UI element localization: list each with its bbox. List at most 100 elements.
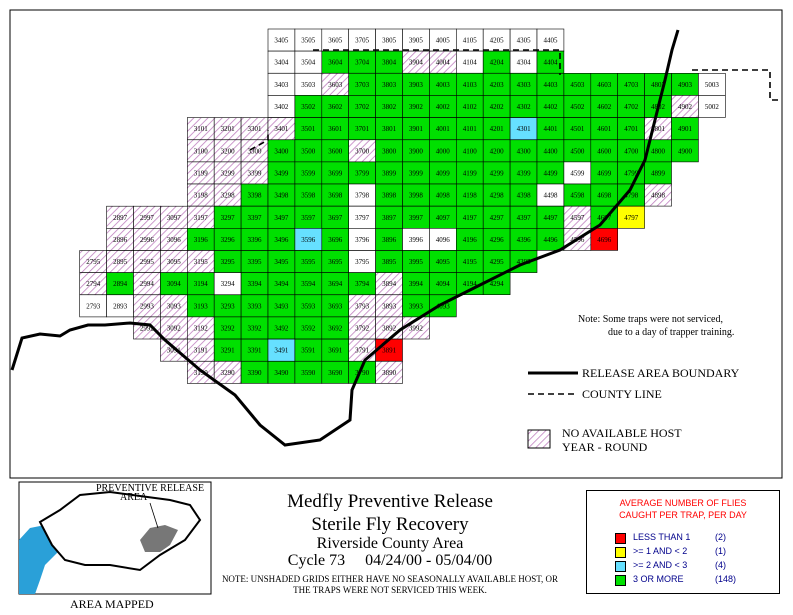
grid-cell-label: 3705 (355, 37, 370, 45)
grid-cell-label: 4095 (436, 258, 451, 266)
grid-cell-label: 3290 (221, 369, 236, 377)
grid-cell-label: 3995 (409, 258, 424, 266)
grid-cell-label: 4102 (463, 103, 478, 111)
grid-cell-label: 4093 (436, 302, 451, 310)
fly-legend-count: (148) (715, 574, 737, 584)
grid-cell-label: 2993 (140, 302, 155, 310)
grid-cell-label: 4499 (544, 170, 559, 178)
grid-cell-label: 2894 (113, 280, 128, 288)
grid-cell-label: 4803 (651, 81, 666, 89)
grid-cell-label: 3494 (274, 280, 289, 288)
grid-cell-label: 3999 (409, 170, 424, 178)
grid-cell-label: 4600 (597, 147, 612, 155)
grid-cell-label: 4597 (570, 214, 585, 222)
grid-cell-label: 3200 (221, 147, 236, 155)
grid-cell-label: 3600 (328, 147, 343, 155)
grid-cell-label: 3404 (274, 59, 289, 67)
fly-legend-label: >= 2 AND < 3 (633, 560, 688, 570)
grid-cell-label: 4601 (597, 125, 612, 133)
fly-legend-swatch-cyan (615, 561, 626, 572)
grid-cell-label: 3994 (409, 280, 424, 288)
grid-cell-label: 5003 (705, 81, 720, 89)
grid-cell-label: 3896 (382, 236, 397, 244)
grid-cell-label: 3295 (221, 258, 236, 266)
grid-cell-label: 3895 (382, 258, 397, 266)
grid-cell-label: 3491 (274, 347, 289, 355)
grid-cell-label: 4294 (490, 280, 505, 288)
fly-legend-swatch-yellow (615, 547, 626, 558)
grid-cell-label: 3793 (355, 302, 370, 310)
grid-cell-label: 2794 (86, 280, 101, 288)
title-line2: Sterile Fly Recovery (311, 514, 469, 535)
grid-cell-label: 3500 (301, 147, 316, 155)
grid-cell-label: 3292 (221, 325, 236, 333)
grid-cell-label: 4500 (570, 147, 585, 155)
fly-legend-header-line2: CAUGHT PER TRAP, PER DAY (619, 510, 747, 520)
grid-cell-label: 3300 (248, 147, 263, 155)
grid-cell-label: 3094 (167, 280, 182, 288)
grid-cell-label: 3703 (355, 81, 370, 89)
grid-cell-label: 4295 (490, 258, 505, 266)
grid-cell-label: 4198 (463, 192, 478, 200)
no-host-legend-line1: NO AVAILABLE HOST (562, 426, 682, 440)
grid-cell-label: 3704 (355, 59, 370, 67)
grid-cell-label: 3297 (221, 214, 236, 222)
grid-cell-label: 3490 (274, 369, 289, 377)
grid-cell-label: 3301 (248, 125, 263, 133)
grid-cell-label: 4300 (517, 147, 532, 155)
grid-cell-label: 4701 (624, 125, 639, 133)
grid-cell-label: 4005 (436, 37, 451, 45)
grid-cell-label: 4096 (436, 236, 451, 244)
grid-cell-label: 3691 (328, 347, 343, 355)
grid-cell-label: 4001 (436, 125, 451, 133)
grid-cell-label: 3890 (382, 369, 397, 377)
grid-cell-label: 3194 (194, 280, 209, 288)
grid-cell-label: 4398 (517, 192, 532, 200)
grid-cell-label: 4801 (651, 125, 666, 133)
title-note: NOTE: UNSHADED GRIDS EITHER HAVE NO SEAS… (221, 574, 559, 595)
grid-cell-label: 3398 (248, 192, 263, 200)
grid-cell-label: 2897 (113, 214, 128, 222)
grid-cell-label: 3193 (194, 302, 209, 310)
grid-cell-label: 3402 (274, 103, 289, 111)
title-cycle: Cycle 73 04/24/00 - 05/04/00 (287, 552, 493, 569)
grid-cell-label: 4898 (651, 192, 666, 200)
grid-cell-label: 4602 (597, 103, 612, 111)
grid-cell-label: 3893 (382, 302, 397, 310)
grid-cell-label: 4299 (490, 170, 505, 178)
grid-cell-label: 3905 (409, 37, 424, 45)
grid-cell-label: 3590 (301, 369, 316, 377)
grid-cell-label: 2793 (86, 302, 101, 310)
grid-cell-label: 3998 (409, 192, 424, 200)
grid-cell-label: 2893 (113, 302, 128, 310)
grid-cell-label: 4200 (490, 147, 505, 155)
grid-cell-label: 5002 (705, 103, 720, 111)
grid-cell-label: 4399 (517, 170, 532, 178)
grid-cell-label: 3601 (328, 125, 343, 133)
grid-cell-label: 2895 (113, 258, 128, 266)
grid-cell-label: 3397 (248, 214, 263, 222)
grid-cell-label: 4696 (597, 236, 612, 244)
grid-cell-label: 3790 (355, 369, 370, 377)
release-boundary (10, 29, 680, 447)
grid-cell-label: 4401 (544, 125, 559, 133)
grid-cell-label: 3699 (328, 170, 343, 178)
grid-cell-label: 3794 (355, 280, 370, 288)
grid-cell-label: 3899 (382, 170, 397, 178)
inset-map: PREVENTIVE RELEASE AREA (18, 481, 212, 595)
grid-cell-label: 3997 (409, 214, 424, 222)
grid-cell-label: 3405 (274, 37, 289, 45)
grid-cell-label: 4105 (463, 37, 478, 45)
grid-cell-label: 3091 (167, 347, 182, 355)
grid-cell-label: 4900 (678, 147, 693, 155)
grid-cell-label: 3598 (301, 192, 316, 200)
grid-cell-label: 4402 (544, 103, 559, 111)
grid-cell-label: 3902 (409, 103, 424, 111)
grid-cell-label: 3992 (409, 325, 424, 333)
grid-cell-label: 3690 (328, 369, 343, 377)
no-host-legend-line2: YEAR - ROUND (562, 440, 648, 454)
grid-cell-label: 3792 (355, 325, 370, 333)
grid-cell-label: 3390 (248, 369, 263, 377)
grid-cell-label: 3599 (301, 170, 316, 178)
